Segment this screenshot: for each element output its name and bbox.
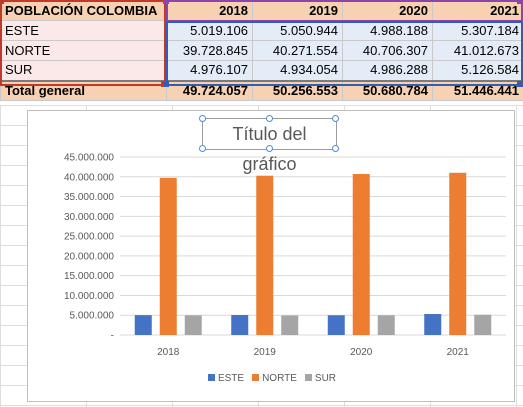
- legend-swatch: [207, 373, 215, 381]
- value-cell[interactable]: 4.934.054: [252, 60, 343, 81]
- range-handle[interactable]: [0, 0, 4, 4]
- selection-handle[interactable]: [199, 115, 206, 122]
- y-tick-label: 35.000.000: [64, 192, 114, 203]
- total-label-cell[interactable]: Total general: [0, 79, 167, 101]
- row-label-cell[interactable]: SUR: [0, 60, 167, 81]
- pivot-table: POBLACIÓN COLOMBIA 2018 2019 2020 2021 E…: [0, 0, 523, 101]
- bar-norte-2021[interactable]: [449, 172, 467, 335]
- range-handle[interactable]: [163, 0, 169, 4]
- y-tick-label: 30.000.000: [64, 212, 114, 223]
- spreadsheet: POBLACIÓN COLOMBIA 2018 2019 2020 2021 E…: [0, 0, 523, 101]
- legend-item-sur[interactable]: SUR: [304, 373, 337, 384]
- y-tick-label: 5.000.000: [70, 311, 115, 322]
- bar-sur-2021[interactable]: [474, 314, 492, 335]
- value-cell[interactable]: 39.728.845: [166, 40, 253, 61]
- chart-legend[interactable]: ESTE NORTE SUR: [28, 373, 516, 384]
- chart-title[interactable]: Título del gráfico: [232, 124, 307, 174]
- bar-chart: - 5.000.000 10.000.000 15.000.000 20.000.000…: [64, 153, 506, 358]
- header-year-cell[interactable]: 2021: [432, 0, 523, 21]
- legend-label: SUR: [314, 373, 337, 384]
- legend-label: NORTE: [262, 373, 297, 384]
- value-cell[interactable]: 5.126.584: [432, 60, 523, 81]
- chart-area[interactable]: - 5.000.000 10.000.000 15.000.000 20.000.000…: [27, 110, 515, 402]
- selection-handle[interactable]: [266, 115, 273, 122]
- legend-swatch: [304, 373, 312, 381]
- value-cell[interactable]: 40.271.554: [252, 40, 343, 61]
- chart-title-box[interactable]: Título del gráfico: [199, 115, 339, 174]
- bar-este-2018[interactable]: [134, 315, 152, 335]
- value-cell[interactable]: 4.976.107: [166, 60, 253, 81]
- bar-este-2019[interactable]: [231, 315, 249, 335]
- value-cell[interactable]: 4.986.288: [342, 60, 433, 81]
- table-row: NORTE 39.728.845 40.271.554 40.706.307 4…: [0, 40, 523, 61]
- legend-item-norte[interactable]: NORTE: [252, 373, 297, 384]
- selection-handle[interactable]: [199, 145, 206, 152]
- selection-handle[interactable]: [332, 115, 339, 122]
- total-value-cell[interactable]: 50.680.784: [342, 79, 433, 101]
- value-cell[interactable]: 4.988.188: [342, 20, 433, 41]
- y-tick-label: 45.000.000: [64, 153, 114, 164]
- x-tick-label: 2021: [447, 347, 470, 358]
- selection-handle[interactable]: [332, 145, 339, 152]
- bar-norte-2020[interactable]: [352, 173, 370, 335]
- y-tick-label: 25.000.000: [64, 232, 114, 243]
- bar-norte-2019[interactable]: [256, 175, 274, 335]
- row-label-cell[interactable]: ESTE: [0, 20, 167, 41]
- legend-label: ESTE: [217, 373, 245, 384]
- bar-norte-2018[interactable]: [159, 177, 177, 335]
- bar-este-2020[interactable]: [327, 315, 345, 335]
- bar-sur-2020[interactable]: [377, 315, 395, 335]
- header-year-cell[interactable]: 2020: [342, 0, 433, 21]
- y-tick-label: 15.000.000: [64, 271, 114, 282]
- value-cell[interactable]: 41.012.673: [432, 40, 523, 61]
- table-row: ESTE 5.019.106 5.050.944 4.988.188 5.307…: [0, 20, 523, 41]
- y-tick-label: 10.000.000: [64, 291, 114, 302]
- row-label-cell[interactable]: NORTE: [0, 40, 167, 61]
- legend-swatch: [252, 373, 260, 381]
- total-row: Total general 49.724.057 50.256.553 50.6…: [0, 79, 523, 101]
- bar-sur-2018[interactable]: [184, 315, 202, 335]
- value-cell[interactable]: 40.706.307: [342, 40, 433, 61]
- x-tick-label: 2020: [350, 347, 373, 358]
- total-value-cell[interactable]: 51.446.441: [432, 79, 523, 101]
- header-label-cell[interactable]: POBLACIÓN COLOMBIA: [0, 0, 167, 21]
- range-handle[interactable]: [163, 81, 169, 87]
- range-handle[interactable]: [517, 81, 523, 87]
- value-cell[interactable]: 5.050.944: [252, 20, 343, 41]
- total-value-cell[interactable]: 50.256.553: [252, 79, 343, 101]
- y-tick-label: -: [111, 331, 114, 342]
- bar-sur-2019[interactable]: [281, 315, 299, 335]
- bar-este-2021[interactable]: [424, 314, 442, 335]
- total-value-cell[interactable]: 49.724.057: [166, 79, 253, 101]
- value-cell[interactable]: 5.307.184: [432, 20, 523, 41]
- x-tick-label: 2019: [254, 347, 277, 358]
- y-tick-label: 40.000.000: [64, 172, 114, 183]
- selection-handle[interactable]: [266, 145, 273, 152]
- header-row: POBLACIÓN COLOMBIA 2018 2019 2020 2021: [0, 0, 523, 21]
- y-tick-label: 20.000.000: [64, 251, 114, 262]
- legend-item-este[interactable]: ESTE: [207, 373, 245, 384]
- header-year-cell[interactable]: 2018: [166, 0, 253, 21]
- header-year-cell[interactable]: 2019: [252, 0, 343, 21]
- x-tick-label: 2018: [157, 347, 180, 358]
- range-handle[interactable]: [517, 0, 523, 4]
- table-row: SUR 4.976.107 4.934.054 4.986.288 5.126.…: [0, 60, 523, 81]
- value-cell[interactable]: 5.019.106: [166, 20, 253, 41]
